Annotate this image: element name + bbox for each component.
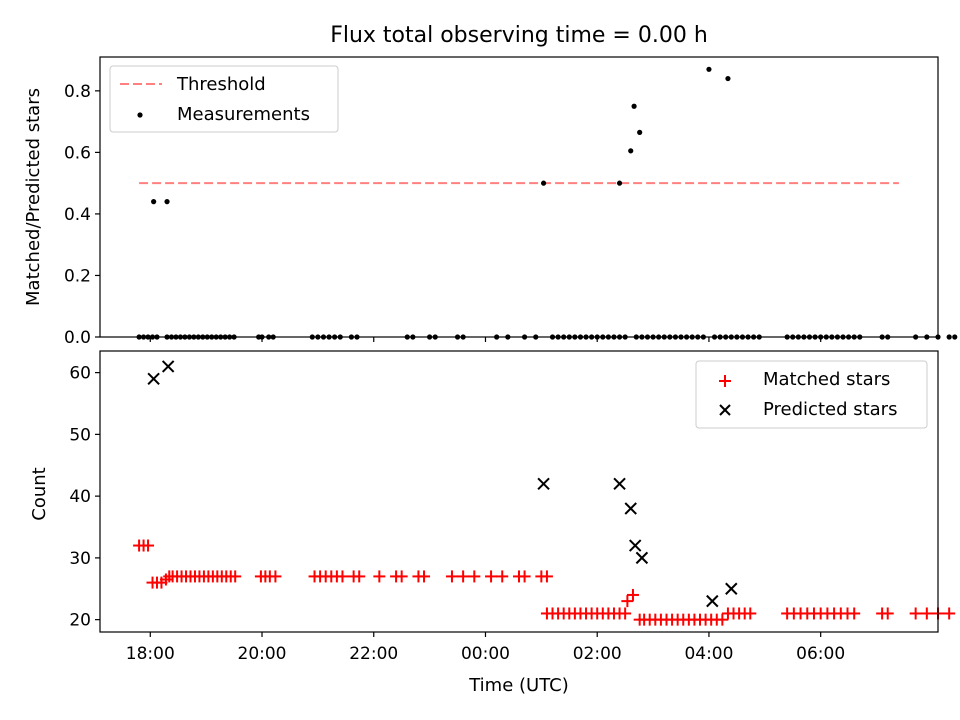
measurements-point	[628, 148, 634, 154]
top-y-axis-label: Matched/Predicted stars	[23, 88, 44, 306]
bottom-y-tick-label: 60	[69, 364, 91, 384]
matched-stars-point	[468, 570, 481, 583]
matched-stars-point	[716, 613, 729, 626]
predicted-legend-marker	[719, 404, 731, 416]
measurements-point	[616, 180, 623, 186]
bottom-legend-box	[695, 360, 928, 429]
matched-stars-point	[518, 570, 531, 583]
bottom-panel: 20 30 40 50 60 18:00 20:00 22:00 00:00 02:00 04:0…	[29, 350, 956, 696]
measurements-point	[946, 334, 952, 340]
predicted-stars-point	[624, 502, 637, 515]
measurements-point	[706, 66, 712, 72]
matched-stars-point	[744, 607, 757, 620]
predicted-stars-point	[725, 582, 738, 595]
bottom-y-tick-label: 30	[69, 549, 91, 569]
bottom-y-axis-label: Count	[29, 467, 50, 520]
matched-stars-point	[229, 570, 242, 583]
matched-stars-point	[485, 570, 498, 583]
predicted-stars-point	[635, 551, 649, 565]
top-y-tick-label: 0.8	[64, 82, 91, 102]
measurements-point	[952, 334, 958, 340]
bottom-legend: Matched stars Predicted stars	[695, 360, 928, 429]
matched-stars-point	[445, 570, 458, 583]
matched-stars-point	[142, 539, 155, 552]
top-y-tick-label: 0.6	[64, 143, 91, 163]
top-y-tick-label: 0.4	[64, 205, 91, 225]
matched-stars-point	[540, 570, 553, 583]
predicted-stars-point	[537, 477, 550, 490]
bottom-y-tick-label: 50	[69, 425, 91, 445]
predicted-stars-point	[161, 360, 175, 373]
matched-legend-marker	[719, 375, 731, 387]
matched-stars-point	[353, 570, 366, 583]
matched-stars-point	[418, 570, 431, 583]
measurements-point	[151, 199, 157, 205]
predicted-stars-point	[706, 594, 719, 608]
x-tick-label: 00:00	[461, 644, 510, 664]
x-axis-label: Time (UTC)	[468, 675, 569, 696]
measurements-point	[164, 199, 170, 205]
matched-legend-label: Matched stars	[763, 369, 890, 390]
matched-stars-point	[881, 607, 894, 620]
matched-stars-point	[848, 607, 861, 620]
x-tick-label: 04:00	[684, 644, 733, 664]
bottom-x-ticks: 18:00 20:00 22:00 00:00 02:00 04:00 06:00	[126, 632, 845, 664]
measurements-point	[725, 75, 731, 82]
matched-stars-point	[336, 570, 349, 583]
top-axes-frame	[99, 56, 939, 338]
threshold-legend-label: Threshold	[176, 74, 266, 95]
top-y-tick-label: 0.0	[64, 328, 91, 348]
matched-stars-point	[943, 607, 956, 620]
top-y-tick-label: 0.2	[64, 266, 91, 286]
bottom-y-tick-label: 20	[69, 611, 91, 631]
bottom-marks	[133, 360, 956, 626]
x-tick-label: 02:00	[573, 644, 622, 664]
matched-stars-point	[373, 570, 386, 583]
matched-stars-point	[269, 570, 282, 583]
top-legend: Threshold Measurements	[109, 65, 339, 133]
predicted-legend-label: Predicted stars	[763, 399, 897, 420]
x-tick-label: 06:00	[796, 644, 845, 664]
matched-stars-point	[457, 570, 470, 583]
matched-stars-point	[920, 607, 933, 620]
bottom-axes-frame	[99, 350, 939, 633]
x-tick-label: 20:00	[238, 644, 287, 664]
measurements-point	[637, 129, 643, 135]
x-tick-label: 18:00	[126, 644, 175, 664]
matched-stars-point	[626, 588, 639, 601]
measurements-legend-label: Measurements	[177, 104, 310, 125]
predicted-stars-point	[628, 539, 642, 552]
x-tick-label: 22:00	[349, 644, 398, 664]
measurements-legend-marker	[137, 112, 143, 118]
top-legend-box	[109, 65, 339, 133]
chart-title: Flux total observing time = 0.00 h	[330, 23, 708, 48]
matched-stars-point	[496, 570, 509, 583]
top-y-ticks: 0.0 0.2 0.4 0.6 0.8	[64, 82, 100, 348]
measurements-point	[631, 103, 637, 109]
measurements-point	[540, 180, 547, 186]
bottom-y-ticks: 20 30 40 50 60	[69, 364, 100, 631]
predicted-stars-point	[147, 372, 160, 385]
top-x-ticks	[149, 337, 822, 342]
predicted-stars-point	[613, 477, 626, 490]
matched-stars-point	[395, 570, 408, 583]
top-panel: 0.00.20.40.60.8 Matched/Predicted stars …	[23, 56, 958, 348]
bottom-y-tick-label: 40	[69, 487, 91, 507]
matched-stars-point	[619, 607, 632, 620]
matched-stars-point	[621, 595, 634, 608]
matched-stars-point	[909, 607, 922, 620]
